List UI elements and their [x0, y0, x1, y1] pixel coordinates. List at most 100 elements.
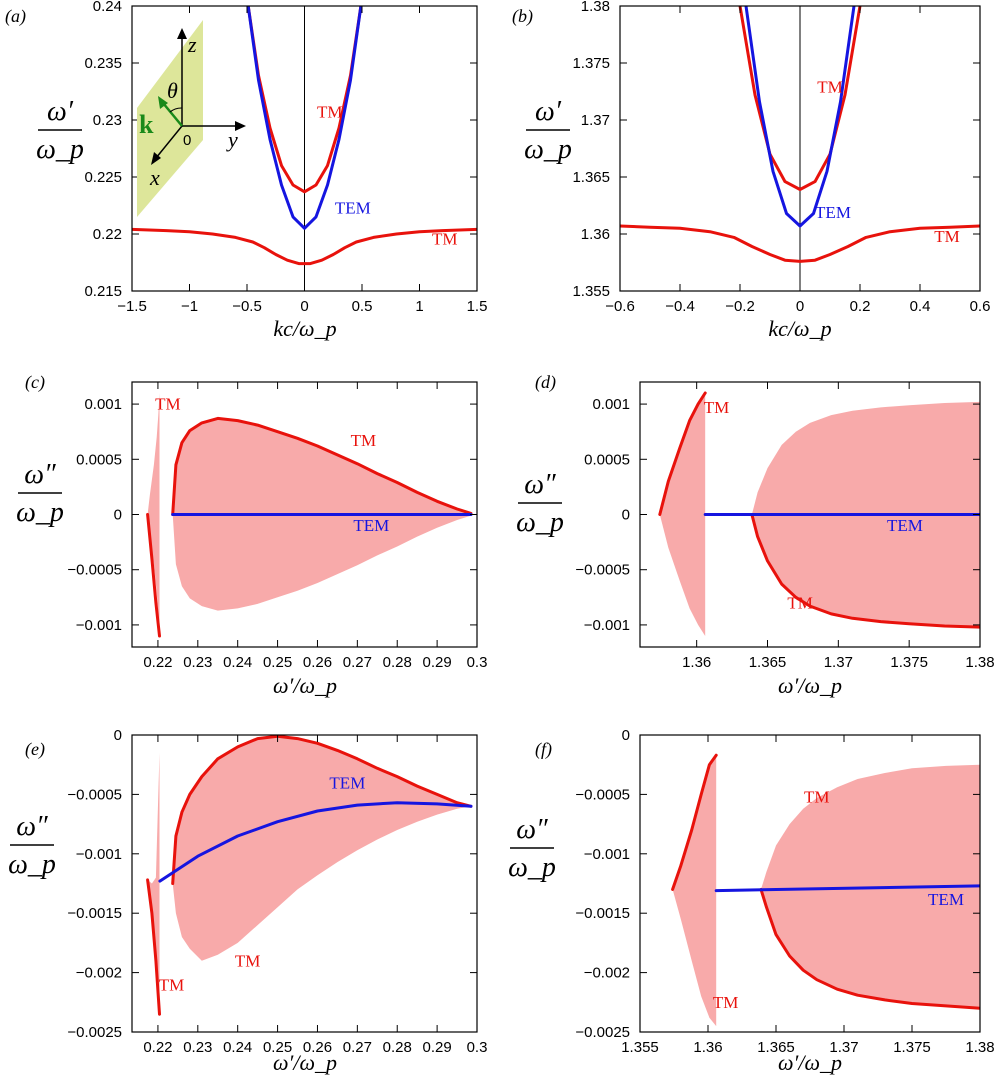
x-tick-label: 1.37: [824, 654, 853, 671]
y-tick-label: 0: [114, 727, 122, 744]
arrowhead-icon: [235, 121, 246, 131]
x-tick-label: −0.6: [605, 298, 635, 315]
inset-label-k: k: [139, 110, 154, 139]
arrowhead-icon: [177, 28, 187, 39]
x-tick-label: 0.22: [143, 1039, 172, 1056]
y-label-denominator: ω_p: [36, 134, 84, 165]
y-tick-label: 0.23: [93, 112, 122, 129]
y-axis-label: ω″ ω_p: [16, 459, 64, 528]
angle-arc: [169, 107, 183, 113]
x-tick-label: −0.4: [665, 298, 695, 315]
y-tick-label: −0.001: [76, 846, 122, 863]
x-axis-label: ω′/ω_p: [273, 673, 337, 698]
series-line-tm: [132, 227, 477, 266]
x-tick-label: 1.365: [757, 1039, 795, 1056]
y-tick-label: −0.0025: [575, 1024, 630, 1041]
series-line-tm: [146, 878, 161, 1016]
series-line-tm: [759, 887, 980, 1010]
series-annotation: TM: [235, 952, 261, 971]
x-tick-label: 0.23: [183, 1039, 212, 1056]
y-tick-label: 0.0005: [76, 451, 122, 468]
y-axis-label: ω″ ω_p: [8, 811, 56, 880]
plot-frame: [131, 734, 478, 1033]
x-tick-label: 0.27: [343, 654, 372, 671]
panel-label: (e): [25, 739, 45, 760]
x-tick-label: −1.5: [117, 298, 147, 315]
x-tick-label: 0.25: [263, 1039, 292, 1056]
y-label-denominator: ω_p: [8, 849, 56, 880]
plot-area: [146, 735, 473, 1016]
x-tick-label: 0.6: [970, 298, 991, 315]
plot-area: [671, 753, 980, 1027]
x-tick-label: 0.26: [303, 654, 332, 671]
y-axis-label: ω′ ω_p: [36, 96, 84, 165]
arrowhead-icon: [158, 96, 168, 109]
series-line-tem: [744, 6, 856, 228]
arrowhead-icon: [151, 152, 161, 165]
y-label-denominator: ω_p: [508, 852, 556, 883]
inset-label-y: y: [226, 127, 238, 152]
x-tick-label: 0.27: [343, 1039, 372, 1056]
panel-label: (a): [5, 6, 26, 27]
series-annotation: TEM: [887, 516, 923, 535]
y-label-denominator: ω_p: [516, 507, 564, 538]
inset-label-theta: θ: [167, 78, 178, 103]
y-tick-label: −0.0005: [67, 786, 122, 803]
x-tick-label: 0.22: [143, 654, 172, 671]
series-annotation: TM: [432, 229, 458, 248]
shaded-band: [147, 393, 160, 636]
k-vector-arrow: [162, 102, 183, 127]
y-label-numerator: ω′: [47, 96, 74, 127]
x-axis-label: kc/ω_p: [273, 316, 336, 341]
x-tick-label: 1.375: [890, 654, 928, 671]
series-annotation: TEM: [353, 516, 389, 535]
series-annotation: TEM: [928, 890, 964, 909]
y-tick-label: 0.24: [93, 0, 122, 15]
x-tick-label: 0.5: [352, 298, 373, 315]
series-annotation: TM: [804, 788, 830, 807]
inset-label-z: z: [187, 32, 197, 57]
plot-area: [132, 6, 477, 291]
panel-d: 1.36 1.365 1.37 1.375 1.38 −0.001 −0.0005 0 0.00…: [516, 372, 994, 698]
x-tick-label: 0.26: [303, 1039, 332, 1056]
x-tick-label: 0.2: [850, 298, 871, 315]
series-annotation: TM: [713, 993, 739, 1012]
plot-area: [658, 391, 980, 636]
series-line-tm: [750, 513, 980, 629]
y-axis-label: ω′ ω_p: [524, 96, 572, 165]
shaded-band: [672, 755, 717, 1027]
shaded-band: [172, 736, 471, 961]
series-annotation: TEM: [815, 203, 851, 222]
x-tick-label: −0.5: [232, 298, 262, 315]
series-line-tm: [658, 391, 707, 516]
y-axis-label: ω″ ω_p: [516, 469, 564, 538]
series-annotation: TM: [317, 103, 343, 122]
x-axis-label: ω′/ω_p: [273, 1050, 337, 1075]
series-annotation: TEM: [329, 773, 365, 792]
y-tick-label: 1.375: [572, 55, 610, 72]
panel-f: 1.355 1.36 1.365 1.37 1.375 1.38 −0.0025 −0.002…: [508, 727, 994, 1075]
y-label-denominator: ω_p: [16, 497, 64, 528]
y-tick-label: 1.38: [581, 0, 610, 15]
x-tick-label: 0.3: [467, 654, 488, 671]
series-line-tem: [158, 801, 473, 883]
y-tick-label: −0.001: [76, 617, 122, 634]
y-label-numerator: ω″: [24, 459, 56, 490]
y-label-numerator: ω″: [524, 469, 556, 500]
series-annotation: TM: [817, 78, 843, 97]
x-tick-label: 1.365: [749, 654, 787, 671]
inset-label-x: x: [149, 165, 160, 190]
y-tick-label: 0.235: [84, 55, 122, 72]
y-tick-label: −0.0015: [575, 905, 630, 922]
series-line-tm: [146, 513, 161, 638]
x-tick-label: 1.38: [965, 1039, 994, 1056]
panel-b: −0.6 −0.4 −0.2 0 0.2 0.4 0.6 1.355 1.36 1.365 1.37…: [512, 0, 990, 341]
series-annotation: TM: [934, 227, 960, 246]
series-line-tm: [171, 416, 473, 516]
y-tick-label: 1.36: [581, 226, 610, 243]
series-line-tm: [671, 753, 718, 891]
x-tick-label: 1.5: [467, 298, 488, 315]
y-label-numerator: ω′: [535, 96, 562, 127]
series-annotation: TM: [787, 593, 813, 612]
